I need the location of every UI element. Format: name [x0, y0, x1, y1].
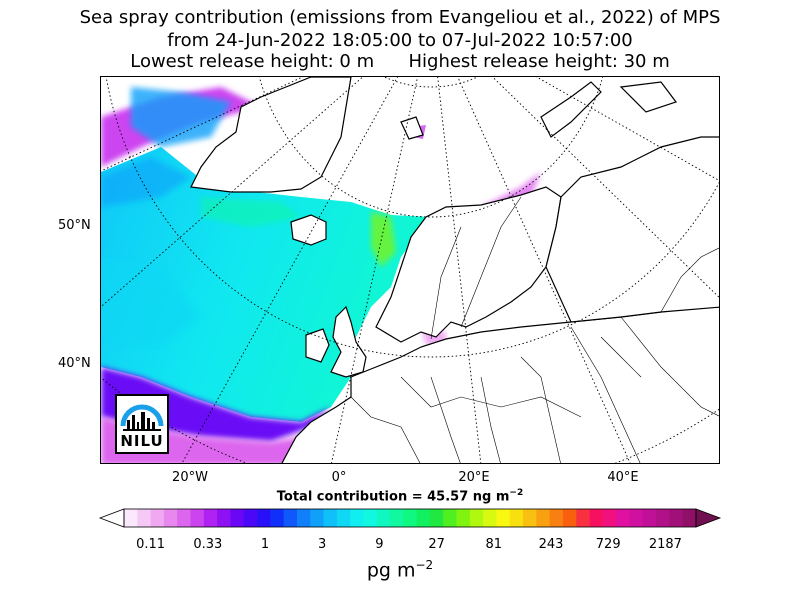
colorbar-cell — [549, 509, 564, 527]
colorbar-cell — [257, 509, 271, 527]
total-contribution-text: Total contribution = 45.57 ng m — [276, 489, 510, 505]
colorbar-cell — [217, 509, 231, 527]
colorbar-cell — [483, 509, 497, 527]
colorbar-cell — [616, 509, 630, 527]
colorbar-cell — [509, 509, 524, 527]
map-canvas — [101, 77, 719, 463]
colorbar-cell — [230, 509, 245, 527]
colorbar-cell — [190, 509, 205, 527]
nilu-logo-icon — [120, 404, 164, 431]
nilu-logo-text: NILU — [120, 432, 164, 450]
colorbar-cell — [496, 509, 511, 527]
colorbar-cell — [336, 509, 351, 527]
total-contribution-exponent: −2 — [509, 488, 524, 498]
arctic-islands — [619, 81, 677, 113]
colorbar-cell — [376, 509, 391, 527]
colorbar-tick-label: 2187 — [648, 537, 682, 552]
lat-label-40n: 40°N — [58, 356, 91, 371]
novaya-zemlya — [540, 81, 602, 138]
colorbar-cell — [576, 509, 590, 527]
colorbar-cell — [642, 509, 657, 527]
colorbar-cell — [629, 509, 644, 527]
colorbar-cell — [124, 509, 138, 527]
map-title-line-3: Lowest release height: 0 m Highest relea… — [0, 52, 800, 72]
colorbar-tick-label: 1 — [260, 537, 270, 552]
colorbar-cell — [150, 509, 165, 527]
colorbar-tick-label: 0.11 — [136, 537, 166, 552]
scandinavia — [375, 186, 562, 343]
lon-label-0: 0° — [331, 470, 347, 485]
colorbar-under-arrow — [98, 508, 125, 528]
colorbar-tick-label: 9 — [375, 537, 384, 552]
ireland — [305, 328, 330, 363]
russia-north — [545, 136, 719, 323]
graticule — [101, 77, 719, 463]
colorbar-cell — [283, 509, 298, 527]
colorbar-tick-label: 243 — [538, 537, 564, 552]
colorbar-cell — [602, 509, 617, 527]
country-borders — [350, 196, 719, 463]
colorbar-unit-exponent: −2 — [415, 558, 434, 572]
lon-label-20e: 20°E — [458, 470, 490, 485]
colorbar-cell — [469, 509, 484, 527]
total-contribution: Total contribution = 45.57 ng m−2 — [0, 488, 800, 504]
lat-label-50n: 50°N — [58, 218, 91, 233]
highest-release-height: Highest release height: 30 m — [408, 51, 670, 72]
colorbar-cell — [203, 509, 218, 527]
lon-label-40e: 40°E — [607, 470, 639, 485]
colorbar-cell — [177, 509, 191, 527]
map-title-line-2: from 24-Jun-2022 18:05:00 to 07-Jul-2022… — [167, 30, 633, 51]
colorbar-over-arrow — [695, 508, 722, 528]
colorbar-cell — [443, 509, 457, 527]
map-panel: NILU — [100, 76, 720, 464]
colorbar-unit: pg m−2 — [0, 558, 800, 581]
colorbar-cell — [363, 509, 378, 527]
colorbar-cell — [243, 509, 258, 527]
colorbar-cell — [536, 509, 551, 527]
colorbar-tick-label: 729 — [595, 537, 621, 552]
colorbar-cell — [137, 509, 152, 527]
colorbar-cell — [390, 509, 404, 527]
iceland — [290, 214, 327, 246]
colorbar-tick-label: 81 — [485, 537, 503, 552]
greenland — [190, 77, 352, 193]
colorbar-cell — [163, 509, 178, 527]
colorbar — [98, 508, 722, 528]
colorbar-cell — [416, 509, 431, 527]
map-title-line-1: Sea spray contribution (emissions from E… — [79, 7, 721, 28]
colorbar-cell — [456, 509, 471, 527]
colorbar-cell — [270, 509, 285, 527]
colorbar-cell — [656, 509, 670, 527]
colorbar-cell — [403, 509, 418, 527]
colorbar-cell — [562, 509, 577, 527]
nilu-logo: NILU — [115, 394, 169, 454]
colorbar-cell — [296, 509, 311, 527]
colorbar-cell — [429, 509, 444, 527]
colorbar-cell — [350, 509, 364, 527]
svalbard — [400, 116, 424, 140]
colorbar-cell — [682, 509, 697, 527]
colorbar-cell — [310, 509, 324, 527]
lowest-release-height: Lowest release height: 0 m — [130, 51, 375, 72]
colorbar-cell — [669, 509, 684, 527]
colorbar-tick-label: 0.33 — [193, 537, 223, 552]
colorbar-unit-text: pg m — [366, 559, 416, 582]
colorbar-cell — [323, 509, 338, 527]
colorbar-cell — [523, 509, 537, 527]
colorbar-tick-label: 27 — [428, 537, 445, 552]
colorbar-cell — [589, 509, 604, 527]
colorbar-tick-label: 3 — [318, 537, 327, 552]
lon-label-20w: 20°W — [172, 470, 208, 485]
